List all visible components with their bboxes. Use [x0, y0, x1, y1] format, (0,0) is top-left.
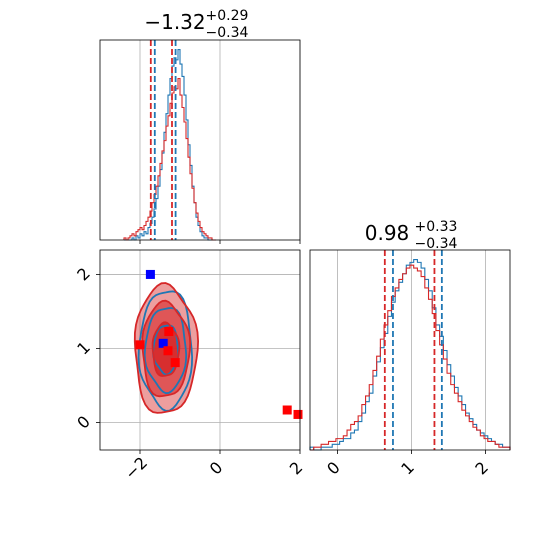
p3-xtick-label-2: 2	[471, 458, 492, 479]
p2-ytick-label-2: 2	[73, 264, 94, 285]
p2-marker-5	[170, 358, 180, 368]
p1-title-plus: +0.29	[206, 8, 249, 24]
p1-title-minus: −0.34	[206, 25, 249, 41]
p3-quantile-lines	[383, 250, 443, 450]
p2-marker-6	[282, 405, 292, 415]
p1-x-ticks	[139, 240, 301, 244]
p3-xtick-label-0: 0	[323, 458, 344, 479]
p2-markers	[135, 269, 303, 419]
panel-param-1-marginal: −1.32 +0.29 −0.34	[99, 8, 301, 244]
p1-quantile-lines	[149, 40, 177, 240]
p1-title-value: −1.32	[144, 10, 205, 34]
p2-xtick-label-1: 0	[206, 458, 227, 479]
p3-title-plus: +0.33	[415, 219, 458, 235]
p2-marker-3	[164, 326, 174, 336]
p2-ytick-label-0: 0	[73, 412, 94, 433]
p3-x-ticks: 0 1 2	[323, 450, 492, 478]
p2-marker-7	[293, 409, 303, 419]
p2-frame	[99, 249, 301, 451]
p3-xtick-label-1: 1	[397, 458, 418, 479]
p2-marker-0	[158, 338, 168, 348]
p2-marker-1	[145, 269, 155, 279]
p3-title-value: 0.98	[365, 221, 410, 245]
p2-contour-series_a-1	[143, 307, 188, 395]
p3-frame	[309, 249, 511, 451]
p1-histograms	[123, 48, 216, 241]
p2-grid	[100, 250, 301, 450]
p2-marker-2	[135, 340, 145, 350]
p2-xtick-label-2: 2	[286, 458, 307, 479]
p2-ytick-label-1: 1	[73, 338, 94, 359]
p2-x-ticks: −2 0 2	[121, 450, 306, 483]
p2-y-ticks: 0 1 2	[73, 264, 100, 433]
p2-marker-4	[163, 346, 173, 356]
p3-histograms	[309, 258, 511, 451]
panel-param-2-marginal: 0 1 2 0.98 +0.33 −0.34	[309, 219, 511, 478]
p1-hist-series_a	[124, 48, 216, 241]
p3-title-minus: −0.34	[415, 236, 458, 252]
p3-hist-series_a	[309, 258, 511, 451]
p2-xtick-label-0: −2	[121, 453, 151, 483]
p3-grid	[337, 250, 486, 450]
p1-frame	[99, 39, 301, 241]
p3-hist-series_b	[310, 264, 511, 451]
panel-joint: −2 0 2 0 1 2	[73, 249, 306, 483]
p1-hist-series_b	[123, 77, 216, 241]
p2-contour-series_b-2	[133, 282, 200, 414]
p2-contour-series_b-1	[141, 299, 192, 398]
